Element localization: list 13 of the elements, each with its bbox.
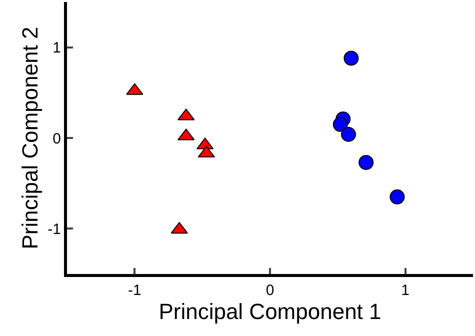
y-tick-label: 0 [52,130,61,148]
x-axis-title: Principal Component 1 [158,299,382,324]
x-tick-label: 1 [401,282,410,299]
point [358,154,374,170]
y-tick-label: -1 [48,220,61,238]
x-tick-label: -1 [128,282,142,299]
point [340,126,356,142]
y-tick-label: 1 [52,40,61,57]
point [390,189,405,204]
point [344,50,359,66]
x-tick-label: 0 [266,282,274,299]
y-axis-title: Principal Component 2 [17,26,42,250]
point [332,116,348,132]
